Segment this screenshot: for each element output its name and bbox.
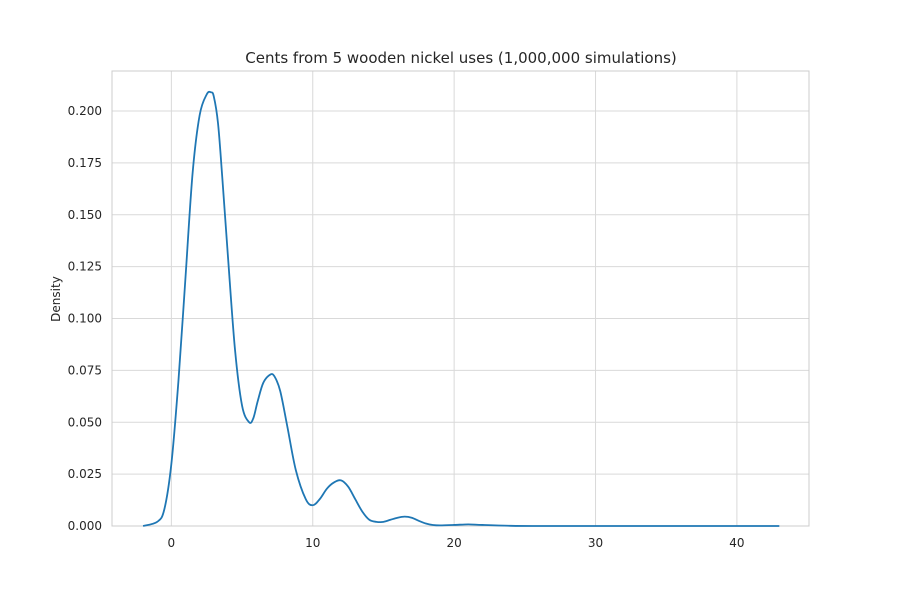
y-axis-label: Density — [49, 276, 63, 322]
y-tick-label: 0.125 — [68, 260, 102, 274]
y-tick-label: 0.200 — [68, 104, 102, 118]
plot-frame — [111, 70, 810, 527]
x-tick-label: 30 — [588, 536, 603, 550]
y-tick-label: 0.025 — [68, 467, 102, 481]
chart-title: Cents from 5 wooden nickel uses (1,000,0… — [245, 49, 677, 67]
y-tick-label: 0.050 — [68, 415, 102, 429]
y-tick-label: 0.150 — [68, 208, 102, 222]
y-tick-label: 0.100 — [68, 312, 102, 326]
x-tick-label: 0 — [168, 536, 176, 550]
x-tick-label: 40 — [729, 536, 744, 550]
y-tick-label: 0.000 — [68, 519, 102, 533]
x-axis: 0 10 20 30 40 — [168, 536, 745, 550]
series-layer — [142, 90, 780, 527]
density-curve — [142, 90, 780, 527]
x-tick-label: 20 — [446, 536, 461, 550]
grid — [112, 71, 809, 527]
y-tick-label: 0.075 — [68, 363, 102, 377]
x-tick-label: 10 — [305, 536, 320, 550]
y-tick-label: 0.175 — [68, 156, 102, 170]
y-axis: 0.000 0.025 0.050 0.075 0.100 0.125 0.150 0.175… — [68, 104, 102, 533]
